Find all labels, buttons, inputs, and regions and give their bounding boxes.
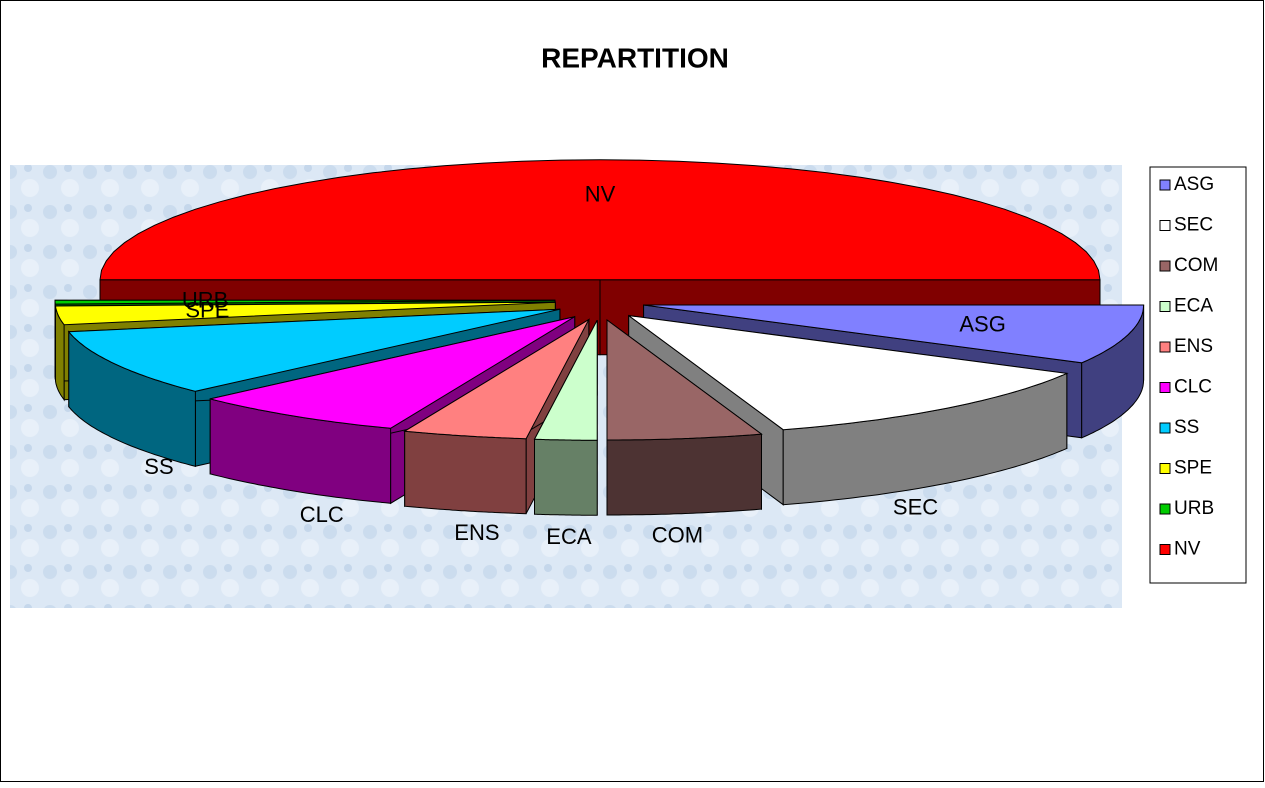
legend-swatch	[1160, 383, 1170, 393]
legend-label: SPE	[1174, 458, 1212, 479]
legend-label: ASG	[1174, 174, 1214, 195]
legend-swatch	[1160, 423, 1170, 433]
slice-label: NV	[585, 182, 616, 207]
slice-label: CLC	[300, 502, 344, 527]
legend-swatch	[1160, 504, 1170, 514]
legend-swatch	[1160, 180, 1170, 190]
legend-swatch	[1160, 464, 1170, 474]
chart-title: REPARTITION	[541, 42, 729, 73]
slice-label: COM	[652, 522, 703, 547]
slice-label: SS	[144, 454, 173, 479]
slice-side	[607, 434, 762, 515]
slice-label: URB	[182, 287, 228, 312]
slice-side	[535, 439, 598, 515]
legend-swatch	[1160, 261, 1170, 271]
legend-label: SEC	[1174, 215, 1213, 236]
legend-swatch	[1160, 545, 1170, 555]
slice-label: SEC	[893, 495, 938, 520]
slice-label: ENS	[454, 520, 499, 545]
legend-label: SS	[1174, 417, 1199, 438]
legend-swatch	[1160, 221, 1170, 231]
legend-label: ENS	[1174, 336, 1213, 357]
legend-swatch	[1160, 302, 1170, 312]
slice-side	[405, 431, 526, 514]
legend-label: CLC	[1174, 377, 1212, 398]
legend-label: ECA	[1174, 296, 1213, 317]
legend-label: URB	[1174, 498, 1214, 519]
legend-swatch	[1160, 342, 1170, 352]
legend-label: NV	[1174, 539, 1201, 560]
legend-label: COM	[1174, 255, 1218, 276]
slice-label: ASG	[959, 312, 1005, 337]
slice-label: ECA	[546, 524, 592, 549]
